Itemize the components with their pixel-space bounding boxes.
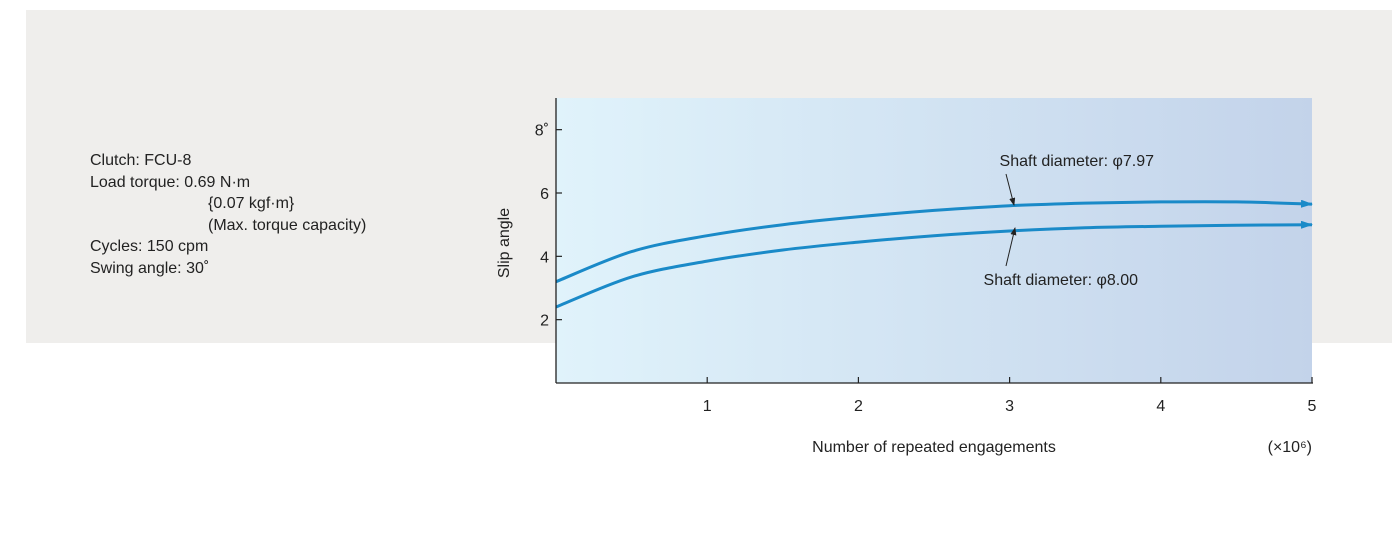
- y-tick-label: 4: [540, 249, 549, 266]
- y-tick-label: 6: [540, 186, 549, 203]
- clutch-label: Clutch: FCU-8: [90, 152, 192, 169]
- plot-area: [556, 98, 1312, 383]
- load-torque-note: (Max. torque capacity): [208, 216, 367, 234]
- y-axis-label: Slip angle: [496, 208, 513, 278]
- y-tick-label: 8˚: [535, 123, 549, 140]
- x-tick-label: 5: [1308, 398, 1317, 415]
- series-line-1: [555, 220, 1313, 309]
- series-line-0: [555, 199, 1313, 284]
- load-torque-label: Load torque: 0.69 N·m: [90, 173, 251, 191]
- y-tick-label: 2: [540, 313, 549, 330]
- load-torque-kgf-label: {0.07 kgf·m}: [208, 195, 295, 212]
- x-axis-unit: (×10⁶): [1268, 439, 1312, 456]
- x-ticks: 1 2 3 4 5: [703, 377, 1317, 415]
- series-label-800-pointer: [1005, 227, 1017, 267]
- series-label-800: Shaft diameter: φ8.00: [984, 272, 1139, 289]
- x-tick-label: 4: [1156, 398, 1165, 415]
- x-tick-label: 3: [1005, 398, 1014, 415]
- series-label-797: Shaft diameter: φ7.97: [1000, 153, 1155, 170]
- test-conditions: Clutch: FCU-8 Load torque: 0.69 N·m {0.0…: [90, 150, 366, 279]
- series-layer: [555, 199, 1313, 309]
- x-tick-label: 1: [703, 398, 712, 415]
- y-ticks: 2 4 6 8˚: [535, 123, 562, 330]
- swing-angle-label: Swing angle: 30˚: [90, 259, 210, 277]
- series-label-797-pointer: [1005, 173, 1016, 206]
- x-tick-label: 2: [854, 398, 863, 415]
- cycles-label: Cycles: 150 cpm: [90, 238, 209, 255]
- x-axis-label: Number of repeated engagements: [812, 439, 1056, 456]
